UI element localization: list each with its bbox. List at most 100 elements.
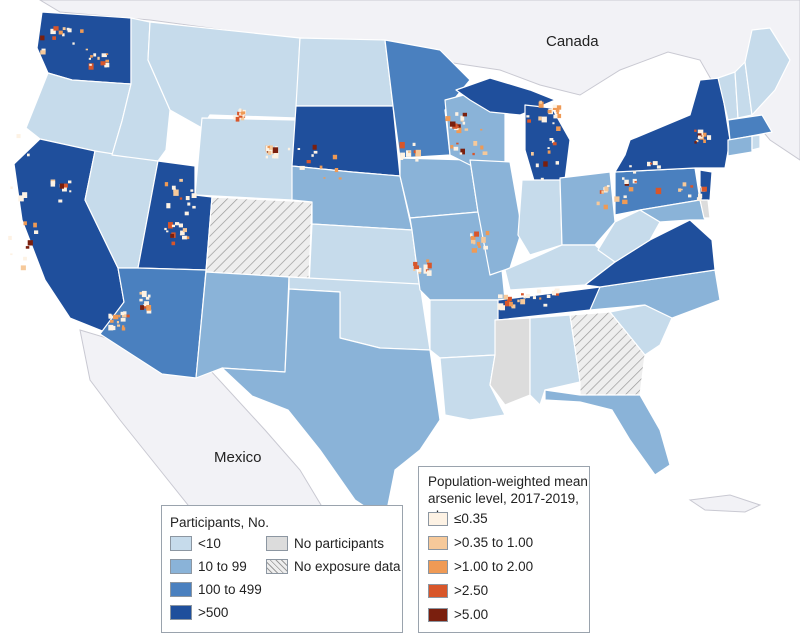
arsenic-county-mark (306, 160, 311, 164)
arsenic-county-mark (480, 128, 483, 131)
arsenic-county-mark (139, 298, 143, 302)
arsenic-county-mark (696, 197, 702, 201)
arsenic-county-mark (182, 235, 188, 240)
state-north-dakota (295, 37, 394, 107)
state-wyoming (194, 117, 297, 201)
arsenic-county-mark (413, 265, 419, 270)
arsenic-county-mark (546, 294, 551, 298)
arsenic-county-mark (272, 155, 275, 159)
arsenic-county-mark (472, 152, 475, 156)
legend-item-100-499: 100 to 499 (170, 582, 262, 597)
arsenic-county-mark (462, 112, 467, 117)
arsenic-county-mark (23, 256, 27, 261)
arsenic-county-mark (520, 299, 526, 305)
arsenic-county-mark (146, 309, 152, 314)
arsenic-county-mark (171, 185, 176, 190)
arsenic-county-mark (120, 317, 126, 322)
arsenic-county-mark (239, 108, 242, 111)
arsenic-county-mark (471, 248, 477, 253)
legend-swatch-as-2 (428, 535, 448, 550)
arsenic-county-mark (698, 135, 701, 139)
arsenic-county-mark (549, 138, 554, 141)
arsenic-county-mark (265, 155, 268, 159)
arsenic-county-mark (552, 142, 557, 146)
mexico-label: Mexico (214, 449, 262, 466)
state-south-dakota (291, 105, 401, 177)
arsenic-county-mark (140, 305, 145, 310)
arsenic-county-mark (62, 33, 65, 37)
caribbean-land (688, 494, 762, 513)
arsenic-county-mark (8, 235, 12, 240)
arsenic-county-mark (166, 203, 171, 209)
arsenic-county-mark (100, 61, 106, 66)
arsenic-county-mark (273, 153, 279, 159)
arsenic-county-mark (171, 224, 175, 228)
arsenic-county-mark (547, 150, 551, 154)
legend-label-as-2: >0.35 to 1.00 (454, 535, 534, 550)
arsenic-county-mark (164, 227, 167, 231)
legend-label-100-499: 100 to 499 (198, 582, 262, 597)
arsenic-county-mark (53, 26, 59, 31)
legend-label-as-5: >5.00 (454, 607, 489, 622)
arsenic-county-mark (59, 183, 64, 189)
legend-item-no-participants: No participants (266, 536, 384, 551)
arsenic-county-mark (62, 187, 67, 192)
arsenic-county-mark (426, 259, 430, 263)
arsenic-county-mark (120, 311, 125, 316)
arsenic-county-mark (33, 222, 37, 228)
arsenic-county-mark (121, 314, 127, 318)
arsenic-county-mark (557, 113, 562, 119)
arsenic-county-mark (18, 195, 24, 202)
arsenic-county-mark (624, 179, 629, 184)
legend-swatch-lt10 (170, 536, 192, 551)
arsenic-county-mark (470, 233, 473, 237)
arsenic-county-mark (650, 162, 653, 165)
state-iowa (399, 157, 479, 219)
arsenic-county-mark (175, 222, 180, 226)
arsenic-county-mark (268, 151, 272, 155)
arsenic-county-mark (40, 50, 46, 55)
arsenic-county-mark (265, 145, 271, 151)
arsenic-county-mark (474, 231, 479, 237)
arsenic-county-mark (426, 270, 432, 276)
legend-label-as-3: >1.00 to 2.00 (454, 559, 534, 574)
arsenic-county-mark (23, 221, 27, 226)
arsenic-county-mark (701, 186, 707, 192)
arsenic-county-mark (190, 189, 194, 192)
arsenic-county-mark (614, 196, 620, 202)
arsenic-county-mark (603, 204, 608, 210)
arsenic-legend-title: Population-weighted mean arsenic level, … (428, 474, 588, 523)
arsenic-county-mark (52, 36, 56, 40)
arsenic-county-mark (179, 178, 183, 182)
arsenic-county-mark (697, 133, 702, 137)
arsenic-county-mark (700, 136, 703, 139)
arsenic-county-mark (105, 59, 109, 63)
arsenic-county-mark (90, 55, 93, 58)
arsenic-county-mark (147, 294, 151, 298)
state-michigan (524, 104, 571, 185)
arsenic-county-mark (334, 168, 339, 173)
arsenic-county-mark (400, 157, 404, 160)
arsenic-county-mark (543, 303, 548, 307)
legend-swatch-no-participants (266, 536, 288, 551)
participants-legend-title: Participants, No. (170, 515, 270, 530)
arsenic-county-mark (319, 165, 323, 169)
arsenic-county-mark (423, 269, 428, 274)
arsenic-county-mark (459, 152, 463, 155)
arsenic-county-mark (10, 186, 13, 189)
arsenic-county-mark (509, 301, 513, 307)
legend-label-gt500: >500 (198, 605, 229, 620)
arsenic-county-mark (311, 154, 314, 157)
arsenic-county-mark (547, 147, 550, 149)
arsenic-county-mark (97, 56, 100, 60)
state-maryland (639, 199, 706, 223)
arsenic-county-mark (499, 305, 505, 311)
arsenic-county-mark (527, 119, 531, 123)
legend-item-as-2: >0.35 to 1.00 (428, 535, 533, 550)
state-montana (147, 21, 301, 129)
arsenic-county-mark (413, 269, 416, 271)
arsenic-county-mark (106, 53, 109, 55)
arsenic-county-mark (20, 265, 26, 271)
arsenic-county-mark (481, 236, 486, 243)
state-rhode-island (751, 134, 761, 151)
